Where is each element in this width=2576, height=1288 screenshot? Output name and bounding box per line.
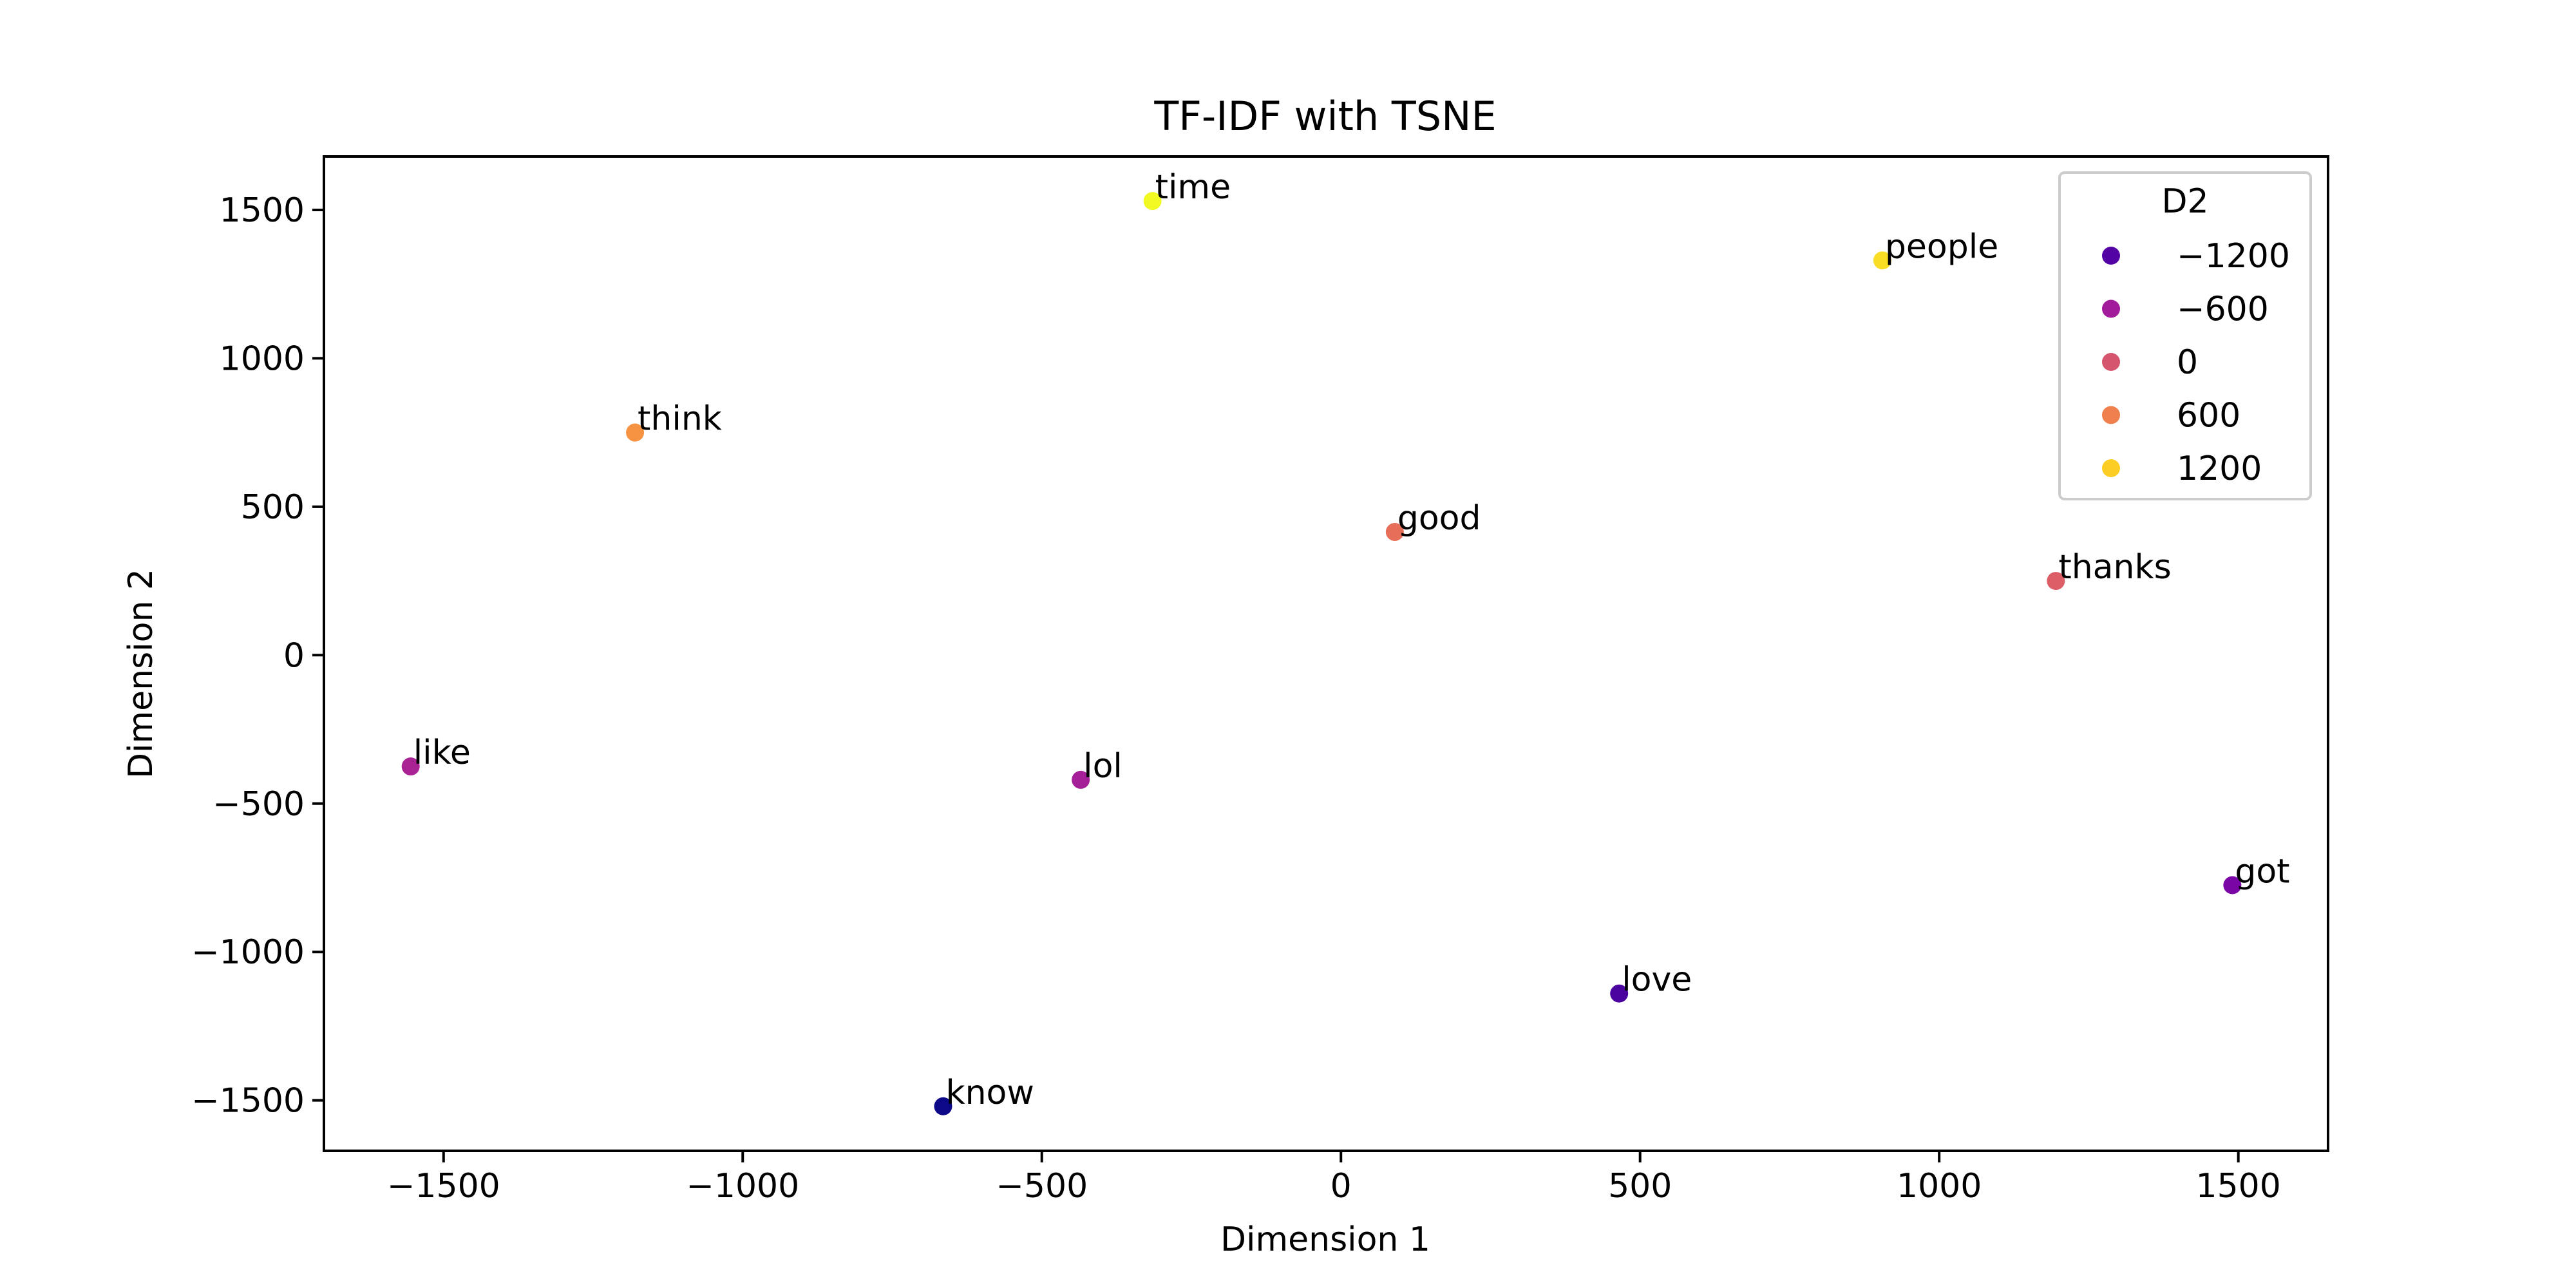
point-label-love: love — [1622, 961, 1692, 999]
point-love — [1610, 984, 1629, 1003]
point-got — [2223, 876, 2242, 895]
point-know — [934, 1097, 952, 1115]
point-label-time: time — [1155, 168, 1231, 207]
y-tick-label: −1000 — [191, 933, 305, 972]
x-tick-label: 0 — [1331, 1167, 1352, 1206]
legend-marker — [2102, 353, 2120, 371]
legend-marker — [2102, 247, 2120, 265]
x-tick-label: 500 — [1608, 1167, 1672, 1206]
y-tick-label: 500 — [241, 488, 305, 527]
x-tick-label: 1000 — [1897, 1167, 1982, 1206]
legend-entry-label: −600 — [2177, 290, 2269, 329]
point-label-know: know — [945, 1074, 1034, 1112]
legend-marker — [2102, 459, 2120, 477]
plot-frame — [323, 155, 2329, 1152]
point-like — [401, 757, 420, 776]
legend-title: D2 — [2161, 182, 2208, 221]
data-points: time people think good thanks like lol got love k… — [401, 168, 2290, 1115]
point-lol — [1072, 770, 1090, 789]
x-tick-label: −1000 — [686, 1167, 799, 1206]
point-label-thanks: thanks — [2058, 548, 2171, 587]
point-label-people: people — [1885, 227, 1998, 266]
chart-title: TF-IDF with TSNE — [1153, 93, 1496, 140]
x-tick-label: −1500 — [387, 1167, 500, 1206]
y-tick-label: −1500 — [191, 1082, 305, 1121]
point-label-lol: lol — [1083, 747, 1122, 786]
point-time — [1143, 192, 1162, 211]
y-tick-label: 1000 — [220, 339, 305, 378]
x-tick-label: −500 — [996, 1167, 1088, 1206]
legend-entry-label: 0 — [2177, 343, 2198, 382]
axis-ticks: −1500 −1000 −500 0 500 1000 1500 −1500 −1000 −500… — [191, 191, 2281, 1206]
point-good — [1385, 523, 1404, 542]
legend-box — [2058, 171, 2312, 500]
x-axis-label: Dimension 1 — [1220, 1220, 1430, 1259]
legend-marker — [2102, 406, 2120, 424]
point-label-got: got — [2235, 852, 2289, 891]
y-tick-label: 1500 — [220, 191, 305, 230]
point-label-good: good — [1397, 499, 1481, 538]
point-thanks — [2047, 572, 2065, 591]
y-axis-label: Dimension 2 — [122, 569, 160, 779]
point-label-like: like — [413, 734, 471, 772]
legend-entry-label: 1200 — [2177, 450, 2262, 488]
point-people — [1873, 251, 1891, 270]
legend-entry-label: 600 — [2177, 397, 2240, 435]
x-tick-label: 1500 — [2195, 1167, 2280, 1206]
legend-entry-label: −1200 — [2177, 237, 2290, 276]
point-label-think: think — [638, 400, 722, 439]
legend-marker — [2102, 299, 2120, 318]
y-tick-label: 0 — [283, 636, 305, 675]
point-think — [626, 423, 645, 442]
y-tick-label: −500 — [213, 785, 305, 824]
legend: D2 −1200 −600 0 600 1200 — [2058, 171, 2312, 500]
